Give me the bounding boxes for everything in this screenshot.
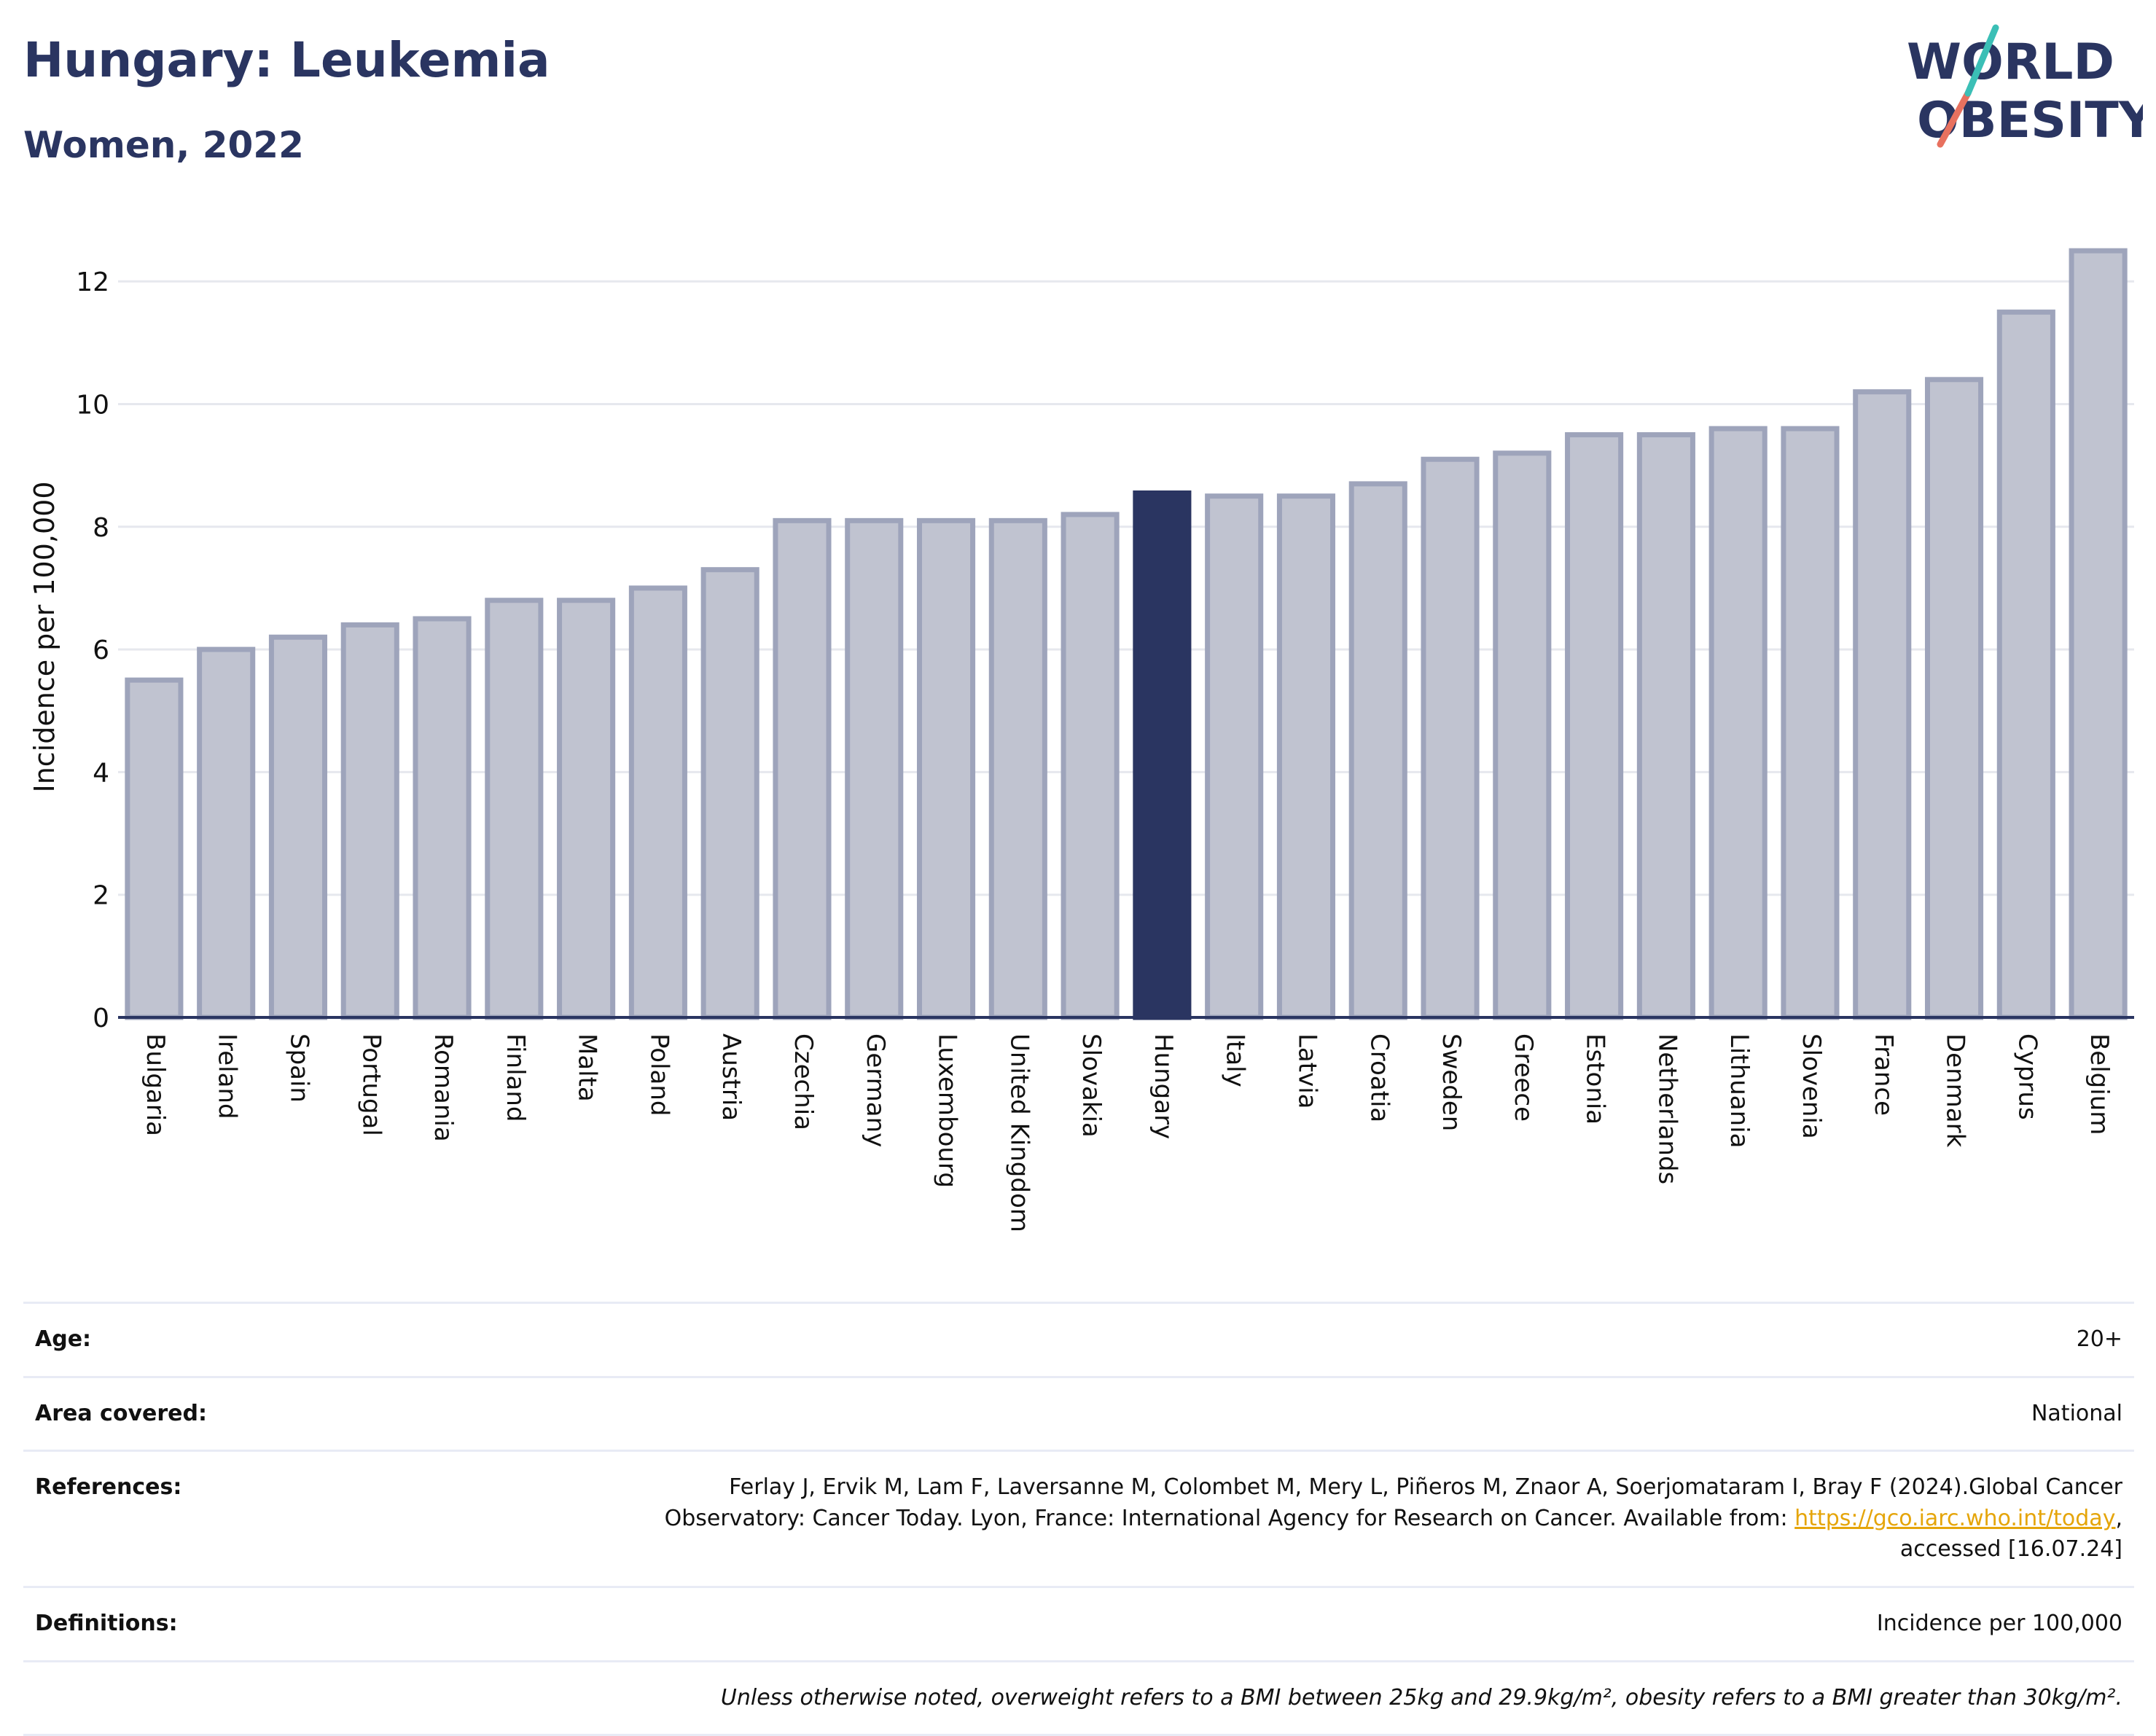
x-tick-label: Denmark [1941,1033,1970,1148]
bar-slovenia [1781,426,1840,1020]
bar-belgium [2069,248,2128,1020]
y-tick-label: 2 [93,881,109,911]
y-tick-label: 0 [93,1004,109,1033]
x-tick-label: Italy [1221,1033,1250,1087]
bar-slovakia [1061,512,1120,1020]
bar-czechia [773,517,832,1020]
y-tick-label: 8 [93,513,109,543]
x-tick-label: Belgium [2085,1033,2114,1135]
logo-slash-coral [1937,90,1972,148]
bmi-note: Unless otherwise noted, overweight refer… [426,1659,2134,1736]
x-tick-label: Slovenia [1797,1033,1826,1139]
bar-hungary [1133,490,1192,1020]
bar-united-kingdom [988,517,1047,1020]
bar-bulgaria [125,677,184,1020]
bar-denmark [1924,377,1984,1020]
note-spacer [23,1659,426,1736]
references-value: Ferlay J, Ervik M, Lam F, Laversanne M, … [426,1450,2134,1587]
x-tick-label: United Kingdom [1004,1033,1034,1232]
x-tick-label: Germany [861,1033,890,1147]
logo-word-world: WORLD [1907,34,2114,91]
x-tick-label: Luxembourg [933,1033,962,1188]
references-label: References: [23,1450,426,1587]
bar-italy [1205,493,1264,1020]
y-tick-label: 10 [76,390,109,420]
bar-austria [700,567,759,1020]
bar-poland [628,585,687,1020]
x-tick-label: Latvia [1292,1033,1321,1109]
reference-line-3: accessed [16.07.24] [1899,1536,2122,1563]
bars [125,248,2128,1020]
x-tick-label: Finland [501,1033,530,1122]
x-tick-label: Hungary [1149,1033,1178,1139]
x-tick-label: Netherlands [1652,1033,1682,1184]
x-tick-label: Romania [429,1033,458,1142]
x-tick-label: Malta [573,1033,602,1102]
x-tick-label: Portugal [356,1033,386,1136]
x-tick-label: France [1869,1033,1898,1116]
reference-link[interactable]: https://gco.iarc.who.int/today [1794,1505,2116,1531]
bar-luxembourg [916,517,976,1020]
bar-romania [413,616,472,1020]
x-tick-label: Lithuania [1725,1033,1754,1148]
x-tick-label: Czechia [789,1033,818,1130]
x-tick-label: Ireland [213,1033,242,1119]
x-tick-label: Poland [644,1033,673,1117]
x-tick-label: Austria [716,1033,746,1121]
definitions-value: Incidence per 100,000 [426,1585,2134,1662]
x-tick-label: Estonia [1581,1033,1610,1125]
y-axis-ticks: 0 2 4 6 8 10 12 [76,267,109,1033]
bar-lithuania [1708,426,1768,1020]
x-tick-label: Croatia [1364,1033,1394,1122]
meta-row-note: Unless otherwise noted, overweight refer… [23,1659,2134,1736]
x-tick-label: Spain [284,1033,313,1103]
x-axis-ticks: Bulgaria Ireland Spain Portugal Romania Finla… [141,1033,2114,1232]
y-axis-label: Incidence per 100,000 [28,481,60,792]
chart-subtitle: Women, 2022 [23,124,304,166]
bar-chart: 0 2 4 6 8 10 12 Bulgaria Ireland Spain Portugal Ro… [28,248,2134,1232]
y-tick-label: 4 [93,758,109,788]
bar-croatia [1348,481,1407,1020]
bar-cyprus [1996,309,2055,1020]
bar-malta [557,598,616,1020]
bar-finland [485,598,544,1020]
x-tick-label: Greece [1509,1033,1538,1122]
bar-germany [845,517,904,1020]
chart-title: Hungary: Leukemia [23,32,550,88]
reference-line-2-suffix: , [2115,1505,2122,1531]
y-tick-label: 6 [93,636,109,665]
metadata-table: Age: 20+ Area covered: National Referenc… [23,1302,2134,1736]
area-label: Area covered: [23,1375,426,1451]
meta-row-area: Area covered: National [23,1375,2134,1451]
definitions-label: Definitions: [23,1585,426,1662]
reference-line-1: Ferlay J, Ervik M, Lam F, Laversanne M, … [729,1474,2122,1501]
reference-line-2: Observatory: Cancer Today. Lyon, France:… [664,1505,1795,1531]
bar-netherlands [1636,432,1695,1020]
logo-slash-teal [1964,24,1999,97]
meta-row-references: References: Ferlay J, Ervik M, Lam F, La… [23,1450,2134,1587]
bar-latvia [1276,493,1336,1020]
bar-estonia [1565,432,1624,1020]
x-tick-label: Sweden [1437,1033,1466,1131]
bar-france [1853,389,1912,1020]
meta-row-age: Age: 20+ [23,1302,2134,1377]
meta-row-definitions: Definitions: Incidence per 100,000 [23,1585,2134,1662]
x-tick-label: Slovakia [1077,1033,1106,1138]
bar-portugal [340,622,399,1020]
x-tick-label: Bulgaria [141,1033,170,1136]
world-obesity-logo: WORLD OBESITY [1907,24,2143,149]
x-tick-label: Cyprus [2012,1033,2042,1120]
area-value: National [426,1375,2134,1451]
bar-ireland [197,646,256,1020]
age-value: 20+ [426,1302,2134,1377]
age-label: Age: [23,1302,426,1377]
bar-spain [268,634,328,1020]
y-tick-label: 12 [76,267,109,297]
bar-greece [1493,450,1552,1020]
bar-sweden [1421,456,1480,1020]
